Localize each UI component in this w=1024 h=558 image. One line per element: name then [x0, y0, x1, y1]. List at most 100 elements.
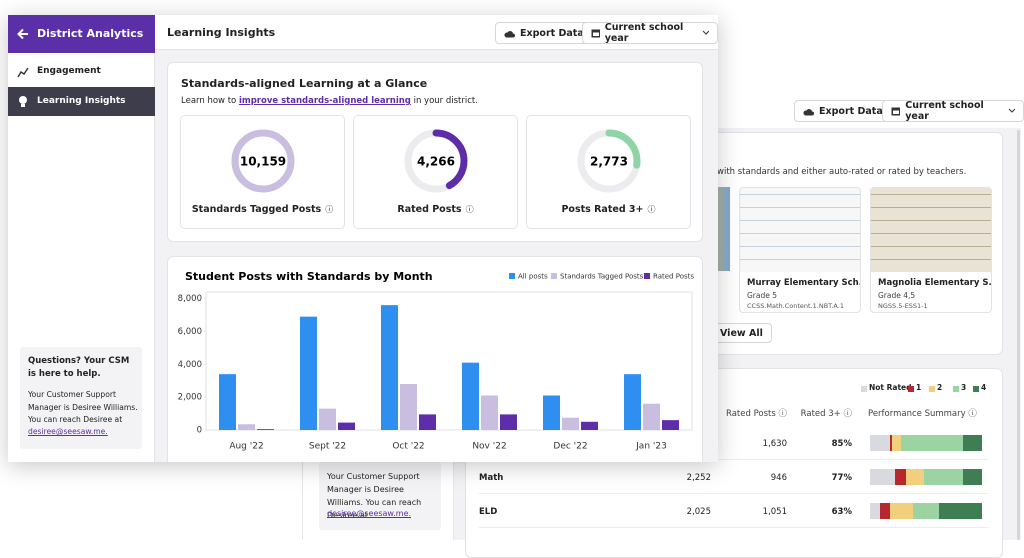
chart-card: Student Posts with Standards by Month 0 2…: [167, 256, 703, 462]
export-button[interactable]: Export Data: [495, 22, 593, 44]
gauge-arc: [404, 129, 468, 193]
bar: [219, 374, 236, 430]
row-rated3: 63%: [831, 507, 852, 517]
help-email[interactable]: desiree@seesaw.me.: [28, 427, 108, 436]
view-all-button[interactable]: View All: [712, 323, 772, 343]
scrollbar: [1017, 130, 1020, 540]
row-divider: [479, 493, 988, 494]
back-arrow[interactable]: [17, 28, 29, 40]
row-rated: 946: [770, 473, 787, 483]
text: Learn how to: [181, 96, 237, 106]
bar: [500, 414, 517, 430]
legend-label: Not Rated: [869, 383, 912, 392]
stat-card: 10,159 Standards Tagged Posts ⓘ: [180, 115, 345, 229]
legend-swatch: [953, 386, 959, 392]
bg-period-button[interactable]: Current school year: [882, 100, 1024, 122]
bg-export-button[interactable]: Export Data: [794, 100, 892, 122]
summary-segment: [892, 435, 902, 451]
chart-title: Student Posts with Standards by Month: [185, 270, 433, 283]
stat-card: 2,773 Posts Rated 3+ ⓘ: [526, 115, 691, 229]
plot-area: [205, 291, 693, 431]
period-button[interactable]: Current school year: [582, 22, 718, 44]
summary-segment: [870, 435, 891, 451]
bar: [300, 316, 317, 430]
sidebar-header: District Analytics: [8, 15, 155, 53]
help-text: Your Customer Support Manager is Desiree…: [28, 390, 138, 424]
summary-segment: [901, 435, 963, 451]
info-icon: ⓘ: [465, 205, 474, 214]
sample-card[interactable]: Murray Elementary Sch... Grade 5 CCSS.Math…: [739, 187, 861, 313]
legend-swatch: [509, 273, 515, 279]
bar: [481, 395, 498, 430]
summary-segment: [962, 435, 982, 451]
column-header: Performance Summary ⓘ: [868, 409, 977, 419]
bar: [643, 403, 660, 430]
legend-label: Standards Tagged Posts: [560, 273, 644, 281]
bar: [624, 374, 641, 430]
gauge-arc: [231, 129, 295, 193]
summary-segment: [880, 503, 891, 519]
x-tick-label: Dec '22: [553, 442, 587, 452]
legend-swatch: [973, 386, 979, 392]
legend-label: All posts: [518, 273, 548, 281]
summary-segment: [939, 503, 982, 519]
gauge: 10,159: [231, 129, 295, 193]
x-tick-label: Aug '22: [229, 442, 263, 452]
help-email[interactable]: desiree@seesaw.me.: [327, 509, 412, 518]
stat-label: Posts Rated 3+ ⓘ: [527, 204, 690, 215]
sample-standard: NGSS.5-ESS1-1: [878, 302, 928, 310]
bar: [581, 421, 598, 430]
sample-card[interactable]: Magnolia Elementary S... Grade 4,5 NGSS.5-…: [870, 187, 992, 313]
y-tick-label: 0: [197, 426, 202, 436]
sidebar-title: District Analytics: [37, 27, 144, 40]
row-subject: Math: [479, 473, 504, 483]
legend-swatch: [551, 273, 557, 279]
help-text: Your Customer Support Manager is Desiree…: [327, 472, 422, 520]
y-tick-label: 6,000: [178, 327, 202, 337]
text: in your district.: [413, 96, 478, 106]
x-tick-label: Oct '22: [392, 442, 424, 452]
summary-segment: [962, 469, 982, 485]
legend-label: 2: [937, 383, 943, 392]
bar: [662, 420, 679, 430]
glance-title: Standards-aligned Learning at a Glance: [181, 77, 428, 90]
text: Rated Posts: [725, 409, 776, 419]
row-posts: 2,025: [686, 507, 711, 517]
row-divider: [479, 459, 988, 460]
page-title: Learning Insights: [167, 26, 276, 39]
sample-grade: Grade 4,5: [878, 291, 916, 300]
nav-item-active[interactable]: Learning Insights: [8, 87, 155, 116]
row-rated3: 77%: [831, 473, 852, 483]
sample-grade: Grade 5: [747, 291, 778, 300]
bg-note: with standards and either auto-rated or …: [717, 167, 967, 177]
legend-swatch: [861, 386, 867, 392]
stat-label: Standards Tagged Posts ⓘ: [181, 204, 344, 215]
stat-label: Rated Posts ⓘ: [354, 204, 517, 215]
legend-label: 3: [961, 383, 967, 392]
help-title: Questions? Your CSM is here to help.: [28, 356, 130, 379]
text: Rated Posts: [397, 204, 462, 215]
row-posts: 2,252: [686, 473, 711, 483]
help-box: Questions? Your CSM is here to help. You…: [20, 347, 142, 449]
legend-swatch: [929, 386, 935, 392]
sample-school: Murray Elementary Sch...: [747, 278, 861, 288]
glance-subtitle: Learn how to improve standards-aligned l…: [181, 96, 478, 106]
bar: [543, 395, 560, 430]
nav-item[interactable]: Engagement: [8, 59, 155, 85]
text: Standards Tagged Posts: [191, 204, 322, 215]
summary-segment: [912, 503, 940, 519]
row-divider: [479, 527, 988, 528]
legend-label: Rated Posts: [653, 273, 694, 281]
help-box: Your Customer Support Manager is Desiree…: [319, 462, 441, 530]
x-tick-label: Jan '23: [635, 442, 667, 452]
gauge-value: 4,266: [417, 155, 455, 169]
column-header: Rated 3+ ⓘ: [800, 409, 852, 419]
bar: [338, 422, 355, 430]
gauge-value: 10,159: [240, 155, 286, 169]
link[interactable]: improve standards-aligned learning: [238, 96, 411, 106]
bar: [419, 414, 436, 430]
calendar-icon: [591, 29, 600, 38]
gauge-arc: [577, 129, 641, 193]
cloud-icon: [803, 108, 814, 115]
bar: [381, 305, 398, 430]
